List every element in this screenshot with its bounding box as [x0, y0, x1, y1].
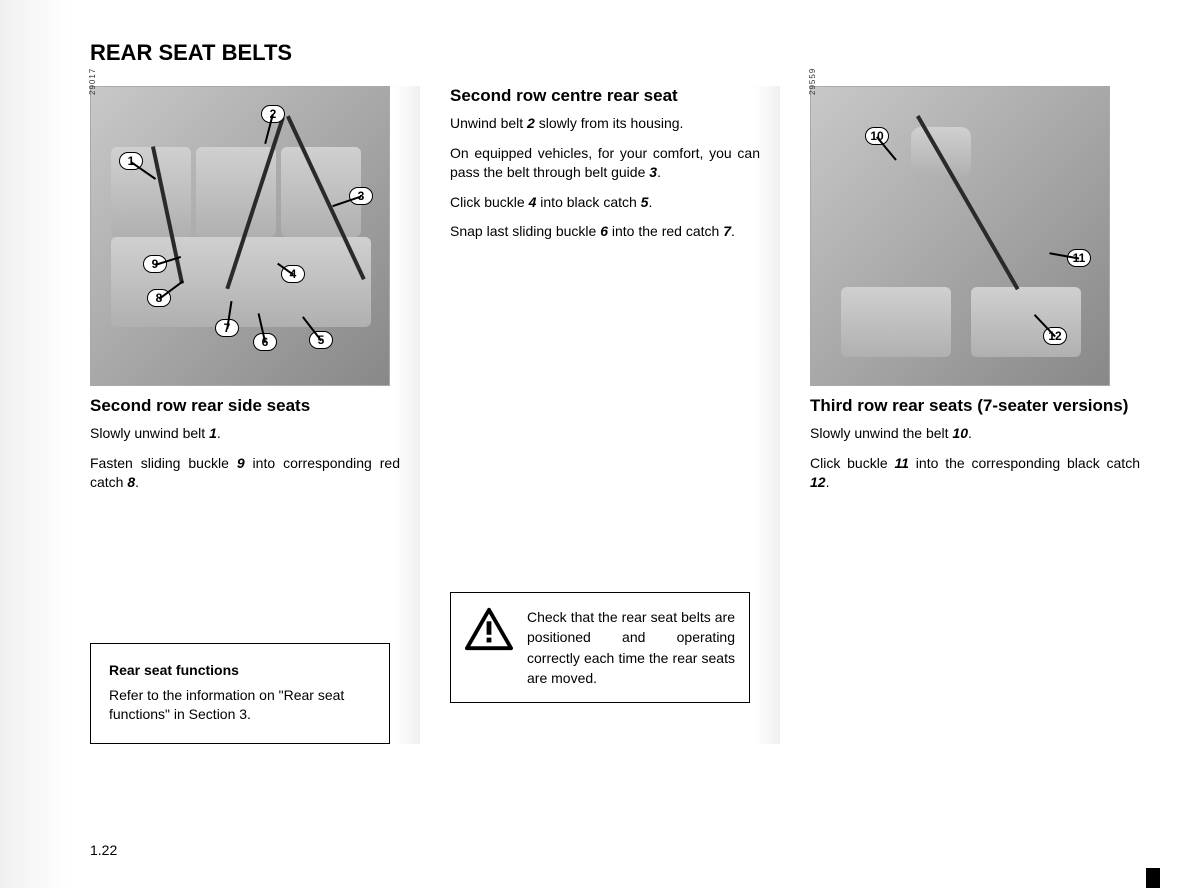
- warning-text: Check that the rear seat belts are posit…: [527, 607, 735, 688]
- text: into the corresponding black catch: [909, 455, 1140, 471]
- num-1: 1: [209, 425, 217, 441]
- num-2: 2: [527, 115, 535, 131]
- column-2: Second row centre rear seat Unwind belt …: [450, 86, 780, 744]
- text: .: [648, 194, 652, 210]
- col2-para1: Unwind belt 2 slowly from its housing.: [450, 114, 760, 134]
- heading-third-row: Third row rear seats (7-seater versions): [810, 396, 1140, 416]
- columns-container: 29017 123456789 Second row rear side sea…: [90, 86, 1160, 744]
- corner-crop-mark: [1146, 868, 1160, 888]
- warning-triangle-icon: [465, 607, 513, 651]
- text: On equipped vehicles, for your comfort, …: [450, 145, 760, 181]
- col1-para2: Fasten sliding buckle 9 into correspondi…: [90, 454, 400, 493]
- col2-para3: Click buckle 4 into black catch 5.: [450, 193, 760, 213]
- text: into black catch: [536, 194, 640, 210]
- heading-second-row-centre: Second row centre rear seat: [450, 86, 760, 106]
- text: .: [135, 474, 139, 490]
- text: Snap last sliding buckle: [450, 223, 600, 239]
- info-box-rear-seat-functions: Rear seat functions Refer to the informa…: [90, 643, 390, 744]
- num-11: 11: [894, 455, 909, 471]
- col3-para1: Slowly unwind the belt 10.: [810, 424, 1140, 444]
- col2-para2: On equipped vehicles, for your comfort, …: [450, 144, 760, 183]
- text: into the red catch: [608, 223, 723, 239]
- num-3: 3: [649, 164, 657, 180]
- col3-para2: Click buckle 11 into the corresponding b…: [810, 454, 1140, 493]
- text: Fasten sliding buckle: [90, 455, 237, 471]
- text: .: [826, 474, 830, 490]
- figure-code-1: 29017: [88, 68, 97, 95]
- page-number: 1.22: [90, 842, 117, 858]
- col1-para1: Slowly unwind belt 1.: [90, 424, 400, 444]
- warning-box: Check that the rear seat belts are posit…: [450, 592, 750, 703]
- num-9: 9: [237, 455, 245, 471]
- text: Slowly unwind belt: [90, 425, 209, 441]
- text: .: [731, 223, 735, 239]
- figure-code-2: 29559: [808, 68, 817, 95]
- figure-second-row: 29017 123456789: [90, 86, 390, 386]
- num-8: 8: [127, 474, 135, 490]
- num-12: 12: [810, 474, 826, 490]
- heading-second-row-side: Second row rear side seats: [90, 396, 400, 416]
- num-10: 10: [952, 425, 968, 441]
- col2-para4: Snap last sliding buckle 6 into the red …: [450, 222, 760, 242]
- text: slowly from its housing.: [535, 115, 684, 131]
- text: Unwind belt: [450, 115, 527, 131]
- text: Slowly unwind the belt: [810, 425, 952, 441]
- info-box-title: Rear seat functions: [109, 662, 371, 678]
- text: Click buckle: [450, 194, 529, 210]
- num-6: 6: [600, 223, 608, 239]
- text: .: [217, 425, 221, 441]
- page-title: REAR SEAT BELTS: [90, 40, 1160, 66]
- info-box-text: Refer to the information on "Rear seat f…: [109, 686, 371, 725]
- text: .: [657, 164, 661, 180]
- column-1: 29017 123456789 Second row rear side sea…: [90, 86, 420, 744]
- text: Click buckle: [810, 455, 894, 471]
- figure-third-row: 29559 101112: [810, 86, 1110, 386]
- num-7: 7: [723, 223, 731, 239]
- column-3: 29559 101112 Third row rear seats (7-sea…: [810, 86, 1140, 744]
- text: .: [968, 425, 972, 441]
